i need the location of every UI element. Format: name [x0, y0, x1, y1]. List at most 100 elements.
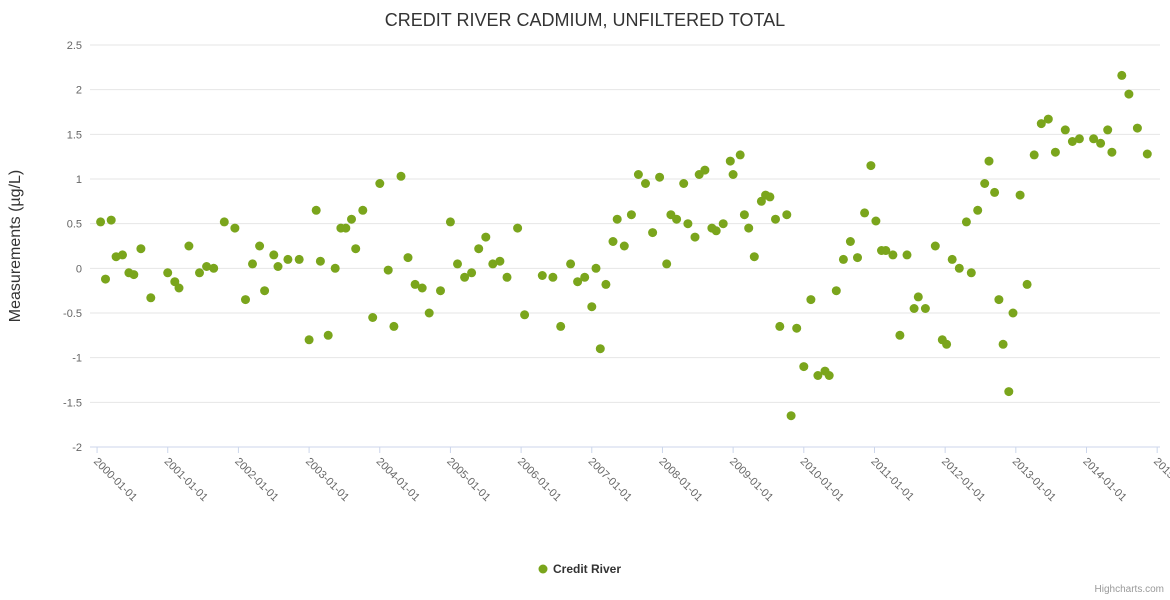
data-point[interactable]	[1022, 279, 1032, 289]
data-point[interactable]	[375, 179, 385, 188]
data-point[interactable]	[341, 223, 351, 233]
data-point[interactable]	[358, 205, 368, 215]
data-point[interactable]	[735, 150, 745, 160]
data-point[interactable]	[1060, 125, 1070, 135]
data-point[interactable]	[241, 295, 250, 305]
data-point[interactable]	[248, 259, 257, 269]
data-point[interactable]	[96, 217, 106, 227]
data-point[interactable]	[947, 254, 957, 264]
data-point[interactable]	[1029, 150, 1039, 160]
data-point[interactable]	[954, 263, 964, 273]
data-point[interactable]	[641, 179, 650, 188]
data-point[interactable]	[980, 179, 990, 188]
data-point[interactable]	[1117, 70, 1127, 80]
legend-item-credit-river[interactable]: Credit River	[538, 562, 622, 576]
data-point[interactable]	[474, 244, 484, 254]
data-point[interactable]	[920, 304, 930, 313]
data-point[interactable]	[662, 259, 672, 269]
data-point[interactable]	[255, 241, 265, 251]
data-point[interactable]	[633, 170, 643, 179]
data-point[interactable]	[445, 217, 455, 227]
data-point[interactable]	[537, 271, 547, 280]
data-point[interactable]	[283, 254, 293, 264]
data-point[interactable]	[129, 270, 139, 280]
data-point[interactable]	[202, 262, 212, 271]
data-point[interactable]	[612, 214, 622, 224]
data-point[interactable]	[700, 165, 710, 175]
data-point[interactable]	[1124, 89, 1134, 99]
data-point[interactable]	[782, 210, 792, 220]
data-point[interactable]	[118, 250, 127, 260]
data-point[interactable]	[1043, 114, 1053, 124]
data-point[interactable]	[655, 172, 665, 182]
data-point[interactable]	[1103, 125, 1113, 135]
data-point[interactable]	[467, 268, 477, 278]
data-point[interactable]	[998, 339, 1008, 349]
data-point[interactable]	[1089, 134, 1099, 144]
data-point[interactable]	[1036, 119, 1046, 129]
data-point[interactable]	[648, 228, 658, 238]
data-point[interactable]	[347, 214, 356, 224]
data-point[interactable]	[304, 335, 314, 345]
data-point[interactable]	[718, 219, 728, 229]
data-point[interactable]	[311, 205, 321, 215]
data-point[interactable]	[595, 344, 605, 354]
data-point[interactable]	[368, 313, 378, 322]
data-point[interactable]	[775, 321, 785, 331]
data-point[interactable]	[930, 241, 940, 251]
data-point[interactable]	[495, 256, 505, 266]
data-point[interactable]	[619, 241, 629, 251]
data-point[interactable]	[725, 156, 735, 166]
data-point[interactable]	[396, 171, 406, 181]
data-point[interactable]	[520, 310, 530, 320]
data-point[interactable]	[163, 268, 173, 278]
data-point[interactable]	[942, 339, 952, 349]
data-point[interactable]	[436, 286, 445, 296]
data-point[interactable]	[728, 170, 738, 179]
data-point[interactable]	[417, 283, 427, 293]
data-point[interactable]	[984, 156, 994, 166]
data-point[interactable]	[556, 321, 566, 331]
data-point[interactable]	[410, 279, 420, 289]
data-point[interactable]	[672, 214, 682, 224]
data-point[interactable]	[453, 259, 462, 269]
data-point[interactable]	[1107, 147, 1117, 157]
data-point[interactable]	[786, 411, 796, 421]
data-point[interactable]	[1050, 147, 1060, 157]
data-point[interactable]	[824, 371, 834, 380]
data-point[interactable]	[587, 302, 597, 312]
data-point[interactable]	[601, 279, 611, 289]
data-point[interactable]	[1015, 190, 1025, 200]
data-point[interactable]	[101, 274, 110, 284]
data-point[interactable]	[146, 293, 156, 303]
data-point[interactable]	[799, 362, 809, 372]
data-point[interactable]	[871, 216, 881, 226]
data-point[interactable]	[690, 232, 700, 242]
data-point[interactable]	[1142, 149, 1152, 159]
data-point[interactable]	[580, 272, 590, 282]
data-point[interactable]	[902, 250, 912, 260]
data-point[interactable]	[806, 295, 816, 305]
data-point[interactable]	[219, 217, 229, 227]
data-point[interactable]	[294, 254, 304, 264]
data-point[interactable]	[683, 219, 693, 229]
data-point[interactable]	[895, 330, 905, 340]
data-point[interactable]	[403, 253, 413, 263]
data-point[interactable]	[831, 286, 841, 296]
data-point[interactable]	[961, 217, 971, 227]
data-point[interactable]	[1074, 134, 1084, 144]
credits-link[interactable]: Highcharts.com	[1095, 584, 1164, 595]
data-point[interactable]	[591, 263, 601, 273]
data-point[interactable]	[845, 237, 855, 246]
data-point[interactable]	[909, 304, 919, 313]
data-point[interactable]	[351, 244, 361, 254]
data-point[interactable]	[1132, 123, 1142, 133]
data-point[interactable]	[994, 295, 1004, 305]
data-point[interactable]	[749, 252, 759, 262]
data-point[interactable]	[488, 259, 498, 269]
data-point[interactable]	[973, 205, 983, 215]
data-point[interactable]	[679, 179, 689, 188]
data-point[interactable]	[566, 259, 576, 269]
data-point[interactable]	[195, 268, 204, 278]
data-point[interactable]	[184, 241, 194, 251]
